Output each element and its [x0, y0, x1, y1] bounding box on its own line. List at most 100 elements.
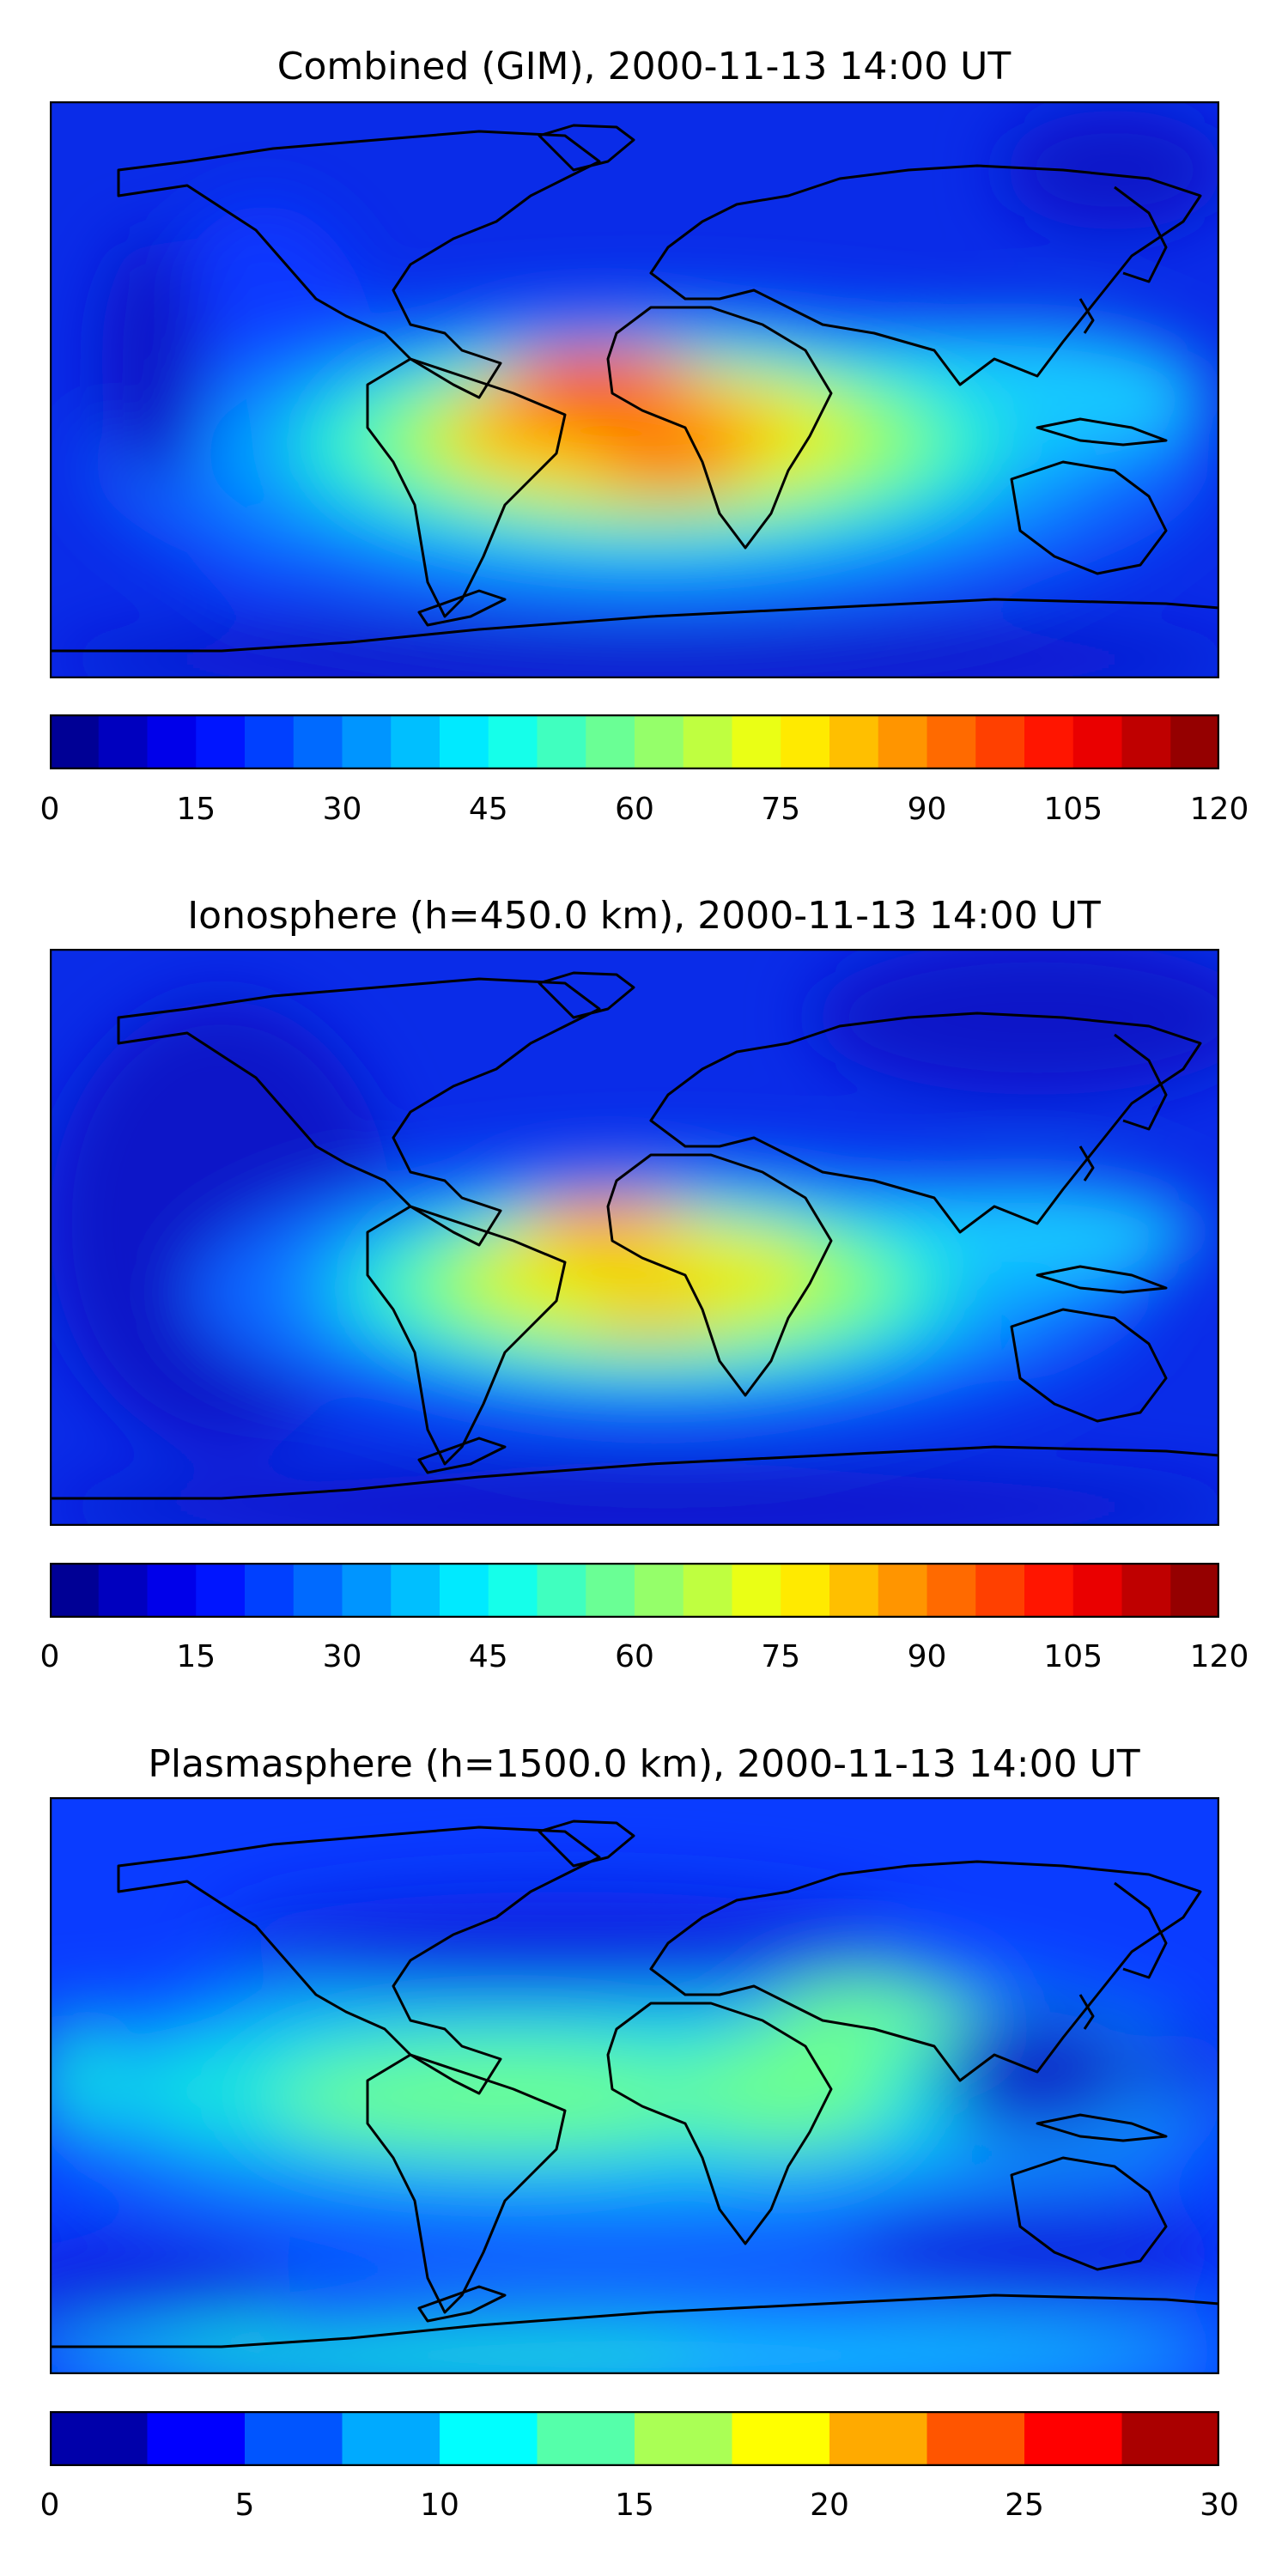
- colorbar-swatch: [537, 714, 586, 769]
- colorbar-tick-label: 25: [1005, 2488, 1044, 2523]
- colorbar-swatch: [635, 1563, 684, 1618]
- colorbar-ionosphere: [50, 1563, 1219, 1618]
- colorbar-tick-label: 120: [1189, 792, 1249, 827]
- colorbar-tick-label: 75: [761, 1639, 801, 1674]
- colorbar-swatch: [829, 714, 879, 769]
- colorbar-swatch: [732, 2411, 830, 2466]
- colorbar-tick-label: 105: [1043, 1639, 1103, 1674]
- map-ionosphere: [50, 949, 1219, 1526]
- colorbar-swatch: [975, 714, 1025, 769]
- colorbar-swatch: [440, 2411, 538, 2466]
- colorbar-tick-label: 0: [39, 2488, 60, 2523]
- colorbar-swatch: [245, 1563, 295, 1618]
- colorbar-tick-label: 75: [761, 792, 801, 827]
- colorbar-swatch: [1121, 714, 1171, 769]
- colorbar-tick-label: 0: [39, 1639, 60, 1674]
- map-combined: [50, 101, 1219, 678]
- colorbar-swatch: [732, 714, 781, 769]
- colorbar-swatch: [586, 1563, 635, 1618]
- colorbar-swatch: [635, 714, 684, 769]
- colorbar-tick-label: 90: [907, 792, 947, 827]
- colorbar-swatch: [391, 1563, 440, 1618]
- colorbar-swatch: [245, 714, 295, 769]
- colorbar-swatch: [781, 714, 830, 769]
- colorbar-swatch: [1072, 1563, 1123, 1618]
- colorbar-ticks-plasmasphere: 0 5 10 15 20 25 30: [40, 2488, 1239, 2530]
- colorbar-swatch: [1024, 1563, 1074, 1618]
- colorbar-tick-label: 105: [1043, 792, 1103, 827]
- colorbar-swatch: [342, 2411, 440, 2466]
- colorbar-tick-label: 60: [615, 1639, 654, 1674]
- colorbar-swatch: [829, 1563, 879, 1618]
- colorbar-swatch: [342, 714, 392, 769]
- colorbar-tick-label: 30: [1200, 2488, 1239, 2523]
- colorbar-tick-label: 30: [322, 1639, 362, 1674]
- colorbar-swatch: [147, 1563, 197, 1618]
- colorbar-swatch: [927, 714, 976, 769]
- colorbar-frame: [50, 714, 1219, 769]
- colorbar-swatch: [829, 2411, 928, 2466]
- colorbar-swatch: [50, 1563, 100, 1618]
- colorbar-swatch: [1170, 714, 1219, 769]
- colorbar-swatch: [975, 1563, 1025, 1618]
- colorbar-tick-label: 45: [468, 1639, 508, 1674]
- colorbar-tick-label: 10: [420, 2488, 459, 2523]
- colorbar-swatch: [147, 714, 197, 769]
- colorbar-swatch: [537, 2411, 635, 2466]
- colorbar-frame: [50, 1563, 1219, 1618]
- colorbar-swatch: [440, 714, 489, 769]
- colorbar-tick-label: 5: [234, 2488, 255, 2523]
- colorbar-swatch: [635, 2411, 733, 2466]
- colorbar-swatch: [683, 714, 733, 769]
- colorbar-tick-label: 15: [615, 2488, 654, 2523]
- colorbar-swatch: [927, 2411, 1025, 2466]
- colorbar-ticks-combined: 0 15 30 45 60 75 90 105 120: [40, 792, 1249, 834]
- colorbar-swatch: [586, 714, 635, 769]
- colorbar-swatch: [391, 714, 440, 769]
- map-plasmasphere: [50, 1797, 1219, 2374]
- colorbar-swatch: [50, 714, 100, 769]
- colorbar-swatch: [878, 1563, 928, 1618]
- colorbar-swatch: [927, 1563, 976, 1618]
- colorbar-frame: [50, 2411, 1219, 2466]
- colorbar-swatch: [683, 1563, 733, 1618]
- colorbar-swatch: [1024, 2411, 1123, 2466]
- colorbar-tick-label: 45: [468, 792, 508, 827]
- colorbar-swatch: [781, 1563, 830, 1618]
- colorbar-tick-label: 15: [176, 1639, 216, 1674]
- colorbar-tick-label: 0: [39, 792, 60, 827]
- colorbar-swatch: [98, 1563, 149, 1618]
- colorbar-swatch: [1170, 1563, 1219, 1618]
- colorbar-tick-label: 120: [1189, 1639, 1249, 1674]
- colorbar-swatch: [196, 714, 246, 769]
- colorbar-swatch: [147, 2411, 246, 2466]
- colorbar-swatch: [293, 714, 343, 769]
- colorbar-swatch: [50, 2411, 149, 2466]
- map-title-combined: Combined (GIM), 2000-11-13 14:00 UT: [276, 45, 1012, 88]
- colorbar-swatch: [732, 1563, 781, 1618]
- colorbar-swatch: [440, 1563, 489, 1618]
- colorbar-swatch: [1024, 714, 1074, 769]
- colorbar-swatch: [98, 714, 149, 769]
- colorbar-tick-label: 60: [615, 792, 654, 827]
- colorbar-swatch: [196, 1563, 246, 1618]
- colorbar-swatch: [488, 1563, 538, 1618]
- map-title-ionosphere: Ionosphere (h=450.0 km), 2000-11-13 14:0…: [187, 894, 1101, 938]
- map-title-plasmasphere: Plasmasphere (h=1500.0 km), 2000-11-13 1…: [148, 1742, 1140, 1786]
- colorbar-ticks-ionosphere: 0 15 30 45 60 75 90 105 120: [40, 1639, 1249, 1681]
- colorbar-swatch: [1072, 714, 1123, 769]
- colorbar-swatch: [245, 2411, 343, 2466]
- colorbar-swatch: [293, 1563, 343, 1618]
- colorbar-swatch: [878, 714, 928, 769]
- colorbar-tick-label: 15: [176, 792, 216, 827]
- colorbar-swatch: [342, 1563, 392, 1618]
- colorbar-swatch: [537, 1563, 586, 1618]
- colorbar-tick-label: 90: [907, 1639, 947, 1674]
- colorbar-swatch: [1121, 1563, 1171, 1618]
- colorbar-combined: [50, 714, 1219, 769]
- colorbar-plasmasphere: [50, 2411, 1219, 2466]
- colorbar-tick-label: 30: [322, 792, 362, 827]
- colorbar-swatch: [488, 714, 538, 769]
- colorbar-swatch: [1121, 2411, 1219, 2466]
